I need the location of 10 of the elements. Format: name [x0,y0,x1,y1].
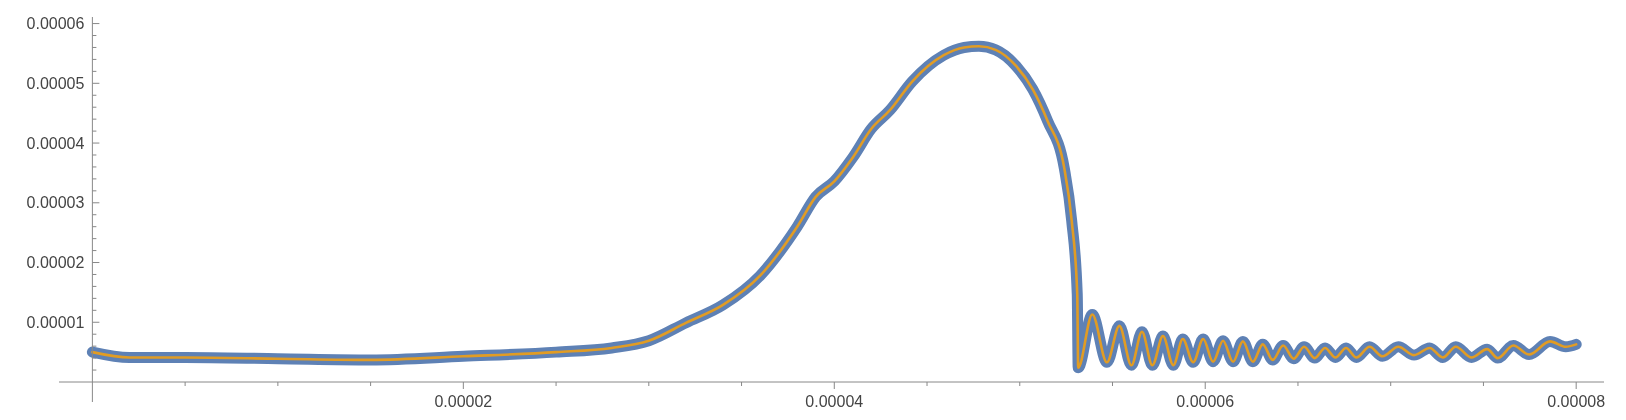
x-tick-label: 0.00004 [805,393,864,410]
x-tick-label: 0.00008 [1547,393,1606,410]
y-tick-label: 0.00001 [26,313,85,331]
y-tick-label: 0.00003 [26,194,85,212]
y-tick-label: 0.00004 [26,134,85,152]
y-tick-label: 0.00006 [26,15,85,33]
x-tick-label: 0.00006 [1176,393,1235,410]
y-tick-label: 0.00002 [26,254,85,272]
y-tick-label: 0.00005 [26,74,85,92]
x-tick-label: 0.00002 [434,393,493,410]
